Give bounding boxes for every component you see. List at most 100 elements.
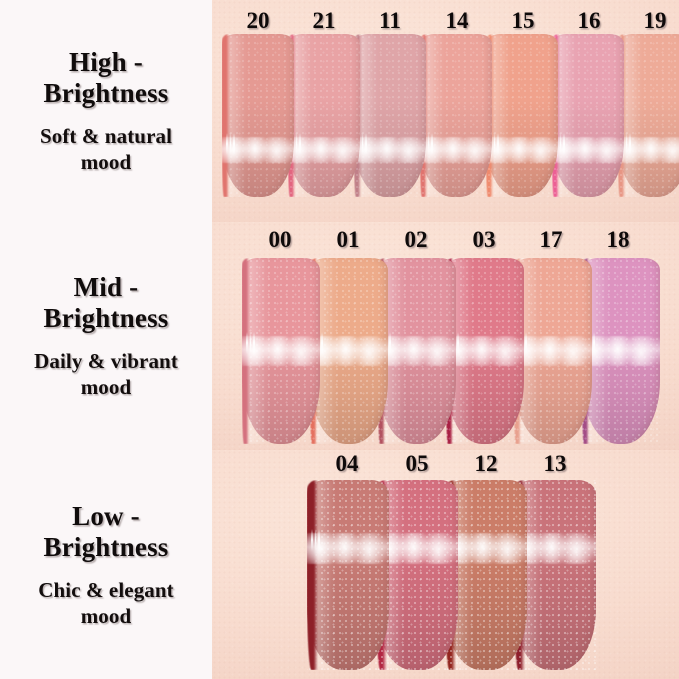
swatch-gloss-streak <box>525 332 527 355</box>
swatch-edge-stripe <box>307 480 318 670</box>
swatch-gloss-highlight <box>242 336 320 366</box>
swatch-16[interactable] <box>552 34 624 197</box>
swatch-label-05: 05 <box>405 451 429 476</box>
section-title-line2: Brightness <box>43 531 169 562</box>
swatch-body <box>288 34 360 197</box>
swatch-gloss-highlight <box>446 336 524 366</box>
swatch-edge-stripe <box>222 34 229 197</box>
swatch-label-15: 15 <box>511 8 535 33</box>
swatch-gloss-highlight <box>376 533 458 564</box>
swatch-14[interactable] <box>420 34 492 197</box>
swatch-label-01: 01 <box>336 227 360 252</box>
swatch-gloss-streak <box>389 332 391 355</box>
swatch-gloss-highlight <box>445 533 527 564</box>
swatch-17[interactable] <box>514 258 592 444</box>
swatch-label-18: 18 <box>606 227 630 252</box>
swatch-label-13: 13 <box>543 451 567 476</box>
swatch-gloss-streak <box>321 332 323 355</box>
swatch-gloss-streak <box>427 132 430 155</box>
swatch-gloss-streak <box>318 529 320 552</box>
swatch-label-11: 11 <box>379 8 401 33</box>
section-subtitle-line1: Chic & elegant <box>38 577 174 602</box>
swatch-gloss-streak <box>629 132 631 155</box>
section-mid-brightness: Mid - Brightness Daily & vibrant mood 00… <box>0 222 679 450</box>
swatch-gloss-highlight <box>310 336 388 366</box>
swatch-group-low <box>212 450 679 679</box>
swatch-body <box>445 480 527 670</box>
swatch-body <box>486 34 558 197</box>
swatch-label-16: 16 <box>577 8 601 33</box>
section-subtitle: Daily & vibrant mood <box>34 348 178 400</box>
swatch-gloss-highlight <box>307 533 389 564</box>
swatch-gloss-streak <box>431 132 433 155</box>
section-title: Mid - Brightness <box>43 272 168 334</box>
swatch-label-00: 00 <box>268 227 292 252</box>
swatch-gloss-streak <box>563 132 565 155</box>
swatch-body <box>354 34 426 197</box>
swatch-gloss-streak <box>233 132 235 155</box>
swatch-gloss-highlight <box>378 336 456 366</box>
swatch-gloss-streak <box>246 332 248 355</box>
swatch-label-04: 04 <box>335 451 359 476</box>
swatch-label-02: 02 <box>404 227 428 252</box>
swatch-gloss-streak <box>295 132 298 155</box>
swatch-11[interactable] <box>354 34 426 197</box>
swatch-gloss-streak <box>311 529 313 552</box>
swatch-group-high <box>212 0 679 222</box>
swatch-05[interactable] <box>376 480 458 670</box>
swatch-photo-mid: 00 01 02 03 17 18 <box>212 222 679 450</box>
swatch-label-20: 20 <box>246 8 270 33</box>
swatch-15[interactable] <box>486 34 558 197</box>
section-high-brightness: High - Brightness Soft & natural mood 20… <box>0 0 679 222</box>
swatch-20[interactable] <box>222 34 294 197</box>
swatch-02[interactable] <box>378 258 456 444</box>
swatch-gloss-streak <box>299 132 301 155</box>
swatch-gloss-streak <box>253 332 255 355</box>
swatch-gloss-streak <box>493 132 496 155</box>
swatch-glitter <box>288 34 360 197</box>
swatch-gloss-streak <box>593 332 595 355</box>
caption-high-brightness: High - Brightness Soft & natural mood <box>0 0 212 222</box>
swatch-19[interactable] <box>618 34 679 197</box>
section-subtitle: Chic & elegant mood <box>38 577 174 629</box>
swatch-body <box>552 34 624 197</box>
swatch-label-group-low: 04 05 12 13 <box>212 450 679 494</box>
section-subtitle-line1: Daily & vibrant <box>34 349 178 373</box>
swatch-photo-low: 04 05 12 13 <box>212 450 679 679</box>
swatch-03[interactable] <box>446 258 524 444</box>
swatch-00[interactable] <box>242 258 320 444</box>
swatch-label-group-mid: 00 01 02 03 17 18 <box>212 222 679 266</box>
swatch-01[interactable] <box>310 258 388 444</box>
swatch-photo-high: 20 21 11 14 15 16 19 <box>212 0 679 222</box>
swatch-glitter <box>445 480 527 670</box>
swatch-label-19: 19 <box>643 8 667 33</box>
swatch-gloss-streak <box>365 132 367 155</box>
section-low-brightness: Low - Brightness Chic & elegant mood 04 0… <box>0 450 679 679</box>
swatch-group-mid <box>212 222 679 450</box>
swatch-glitter <box>376 480 458 670</box>
swatch-gloss-streak <box>226 132 228 155</box>
section-subtitle-line2: mood <box>80 375 132 399</box>
swatch-body <box>307 480 389 670</box>
swatch-label-03: 03 <box>472 227 496 252</box>
section-title-line2: Brightness <box>43 78 169 108</box>
swatch-glitter <box>618 34 679 197</box>
swatch-21[interactable] <box>288 34 360 197</box>
swatch-glitter <box>552 34 624 197</box>
swatch-13[interactable] <box>514 480 596 670</box>
swatch-gloss-streak <box>314 529 317 552</box>
swatch-glitter <box>307 480 389 670</box>
section-title: High - Brightness <box>43 47 168 109</box>
swatch-label-12: 12 <box>474 451 498 476</box>
section-title-line1: High - <box>69 47 143 77</box>
swatch-label-14: 14 <box>445 8 469 33</box>
swatch-04[interactable] <box>307 480 389 670</box>
swatch-gloss-streak <box>625 132 628 155</box>
swatch-gloss-streak <box>229 132 232 155</box>
swatch-gloss-streak <box>497 132 499 155</box>
caption-mid-brightness: Mid - Brightness Daily & vibrant mood <box>0 222 212 450</box>
swatch-18[interactable] <box>582 258 660 444</box>
section-title-line2: Brightness <box>43 303 169 333</box>
swatch-glitter <box>420 34 492 197</box>
